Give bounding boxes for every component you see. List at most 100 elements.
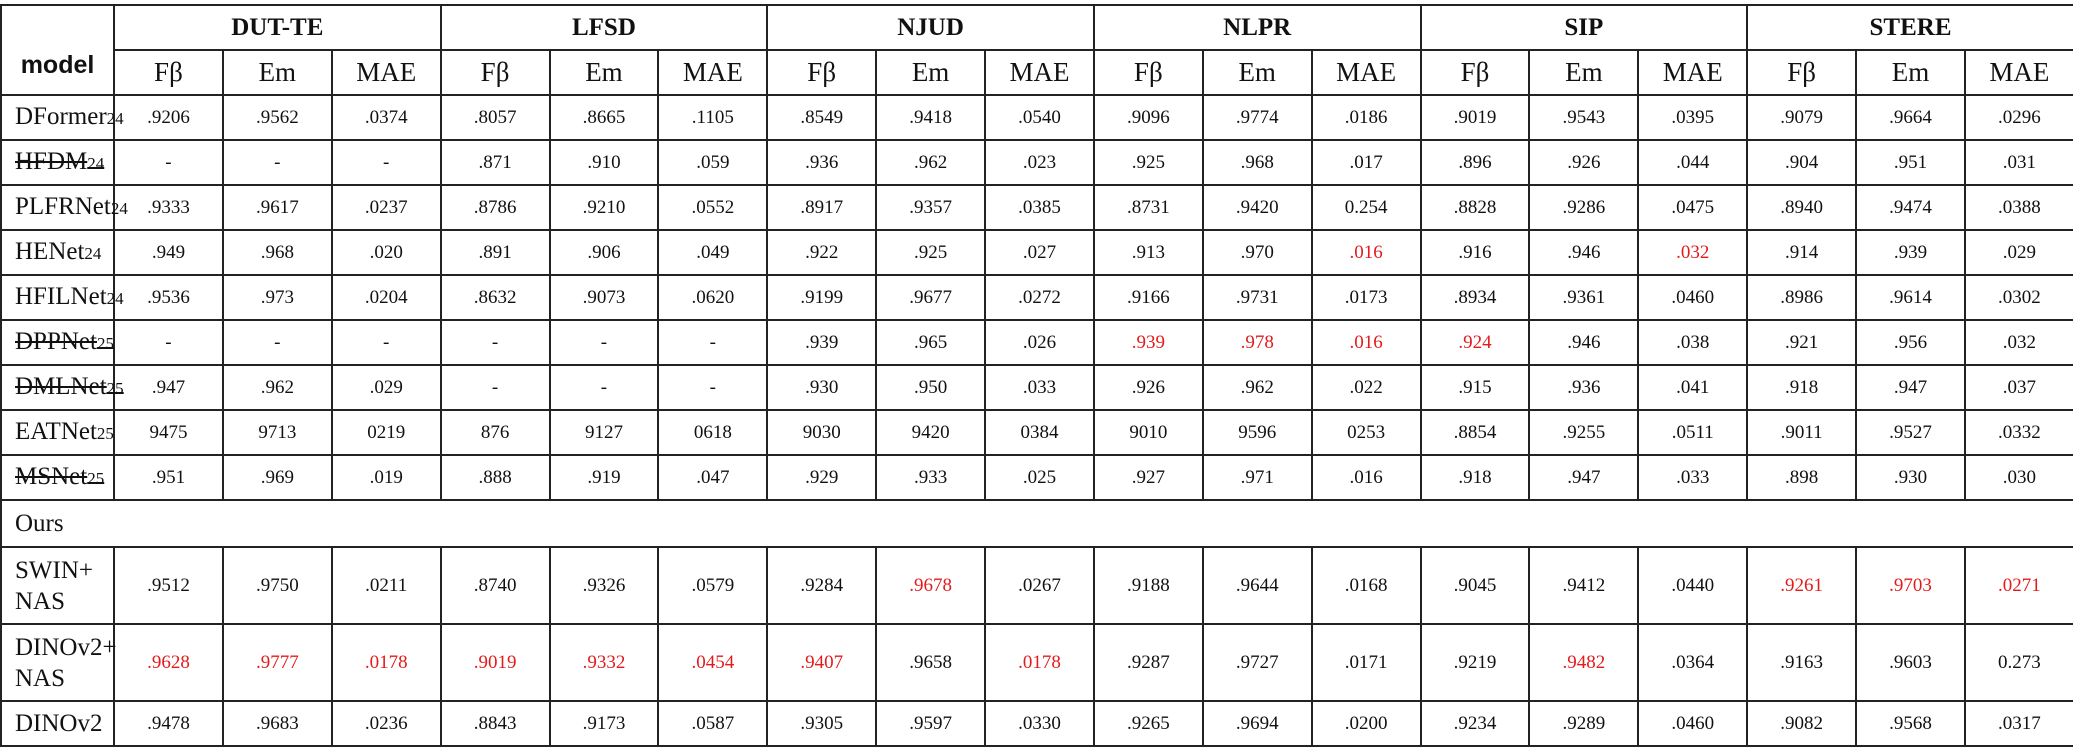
table-cell: .9658 (875, 623, 986, 702)
table-cell: .930 (766, 364, 878, 411)
table-cell: .016 (1310, 454, 1422, 501)
table-cell: .9096 (1092, 94, 1204, 141)
table-cell: .0395 (1637, 94, 1749, 141)
model-name: DINOv2 (0, 700, 115, 747)
table-cell: .9079 (1746, 94, 1858, 141)
table-cell: .9703 (1855, 546, 1966, 625)
table-cell: .951 (113, 454, 224, 501)
metric-header: Em (875, 49, 986, 96)
model-name-text: EATNet (15, 418, 97, 445)
model-year: 25 (106, 379, 124, 398)
table-cell: .9011 (1746, 409, 1858, 456)
model-year: 25 (87, 469, 105, 488)
table-cell: - (657, 364, 769, 411)
table-cell: .913 (1092, 229, 1204, 276)
model-year: 24 (106, 289, 124, 308)
table-row: MSNet25.951.969.019.888.919.047.929.933.… (0, 454, 2073, 501)
table-cell: 0253 (1310, 409, 1422, 456)
model-year: 25 (96, 334, 114, 353)
table-cell: .9543 (1528, 94, 1640, 141)
table-cell: .9287 (1092, 623, 1204, 702)
table-cell: .0317 (1963, 700, 2073, 747)
results-table: model DUT-TE LFSD NJUD NLPR SIP STERE Fβ Em MAE… (0, 4, 2073, 747)
table-cell: 0.273 (1963, 623, 2073, 702)
table-cell: .0296 (1963, 94, 2073, 141)
table-cell: .947 (1855, 364, 1966, 411)
table-cell: .926 (1092, 364, 1204, 411)
dataset-header: DUT-TE (113, 4, 442, 51)
table-cell: .947 (1528, 454, 1640, 501)
metric-header: Em (221, 49, 333, 96)
table-cell: .030 (1963, 454, 2073, 501)
model-name: DMLNet25 (0, 364, 124, 411)
table-cell: .9420 (1201, 184, 1313, 231)
table-cell: .0332 (1963, 409, 2073, 456)
table-cell: 0384 (984, 409, 1095, 456)
table-cell: .8940 (1746, 184, 1858, 231)
model-year: 25 (96, 424, 114, 443)
table-cell: - (113, 139, 224, 186)
table-cell: .020 (330, 229, 442, 276)
table-cell: .027 (984, 229, 1095, 276)
metric-header: MAE (657, 49, 769, 96)
model-name: DFormer24 (0, 94, 124, 141)
table-cell: .891 (439, 229, 551, 276)
table-cell: .9527 (1855, 409, 1966, 456)
table-cell: .9173 (548, 700, 660, 747)
model-name-text: HFILNet (15, 283, 107, 310)
table-cell: .915 (1419, 364, 1531, 411)
table-cell: .922 (766, 229, 878, 276)
table-row: HENet24.949.968.020.891.906.049.922.925.… (0, 229, 2073, 276)
metric-header: MAE (330, 49, 442, 96)
table-cell: .0552 (657, 184, 769, 231)
table-cell: - (221, 139, 333, 186)
table-cell: .049 (657, 229, 769, 276)
table-cell: .904 (1746, 139, 1858, 186)
table-cell: .9478 (113, 700, 224, 747)
table-cell: 9596 (1201, 409, 1313, 456)
table-cell: .9206 (113, 94, 224, 141)
ours-row: Ours (0, 499, 2073, 548)
table-cell: .8057 (439, 94, 551, 141)
table-cell: .973 (221, 274, 333, 321)
dataset-header: NJUD (766, 4, 1095, 51)
metric-header: Em (1528, 49, 1640, 96)
metric-header: Em (1201, 49, 1313, 96)
model-name-line1: DINOv2+ (15, 633, 117, 661)
table-cell: .929 (766, 454, 878, 501)
table-cell: .9731 (1201, 274, 1313, 321)
table-cell: .016 (1310, 229, 1422, 276)
table-cell: .9774 (1201, 94, 1313, 141)
table-row: HFDM24- - - .871.910.059.936.962.023.925.96… (0, 139, 2073, 186)
table-cell: - (439, 319, 551, 366)
table-cell: .910 (548, 139, 660, 186)
table-cell: .926 (1528, 139, 1640, 186)
table-cell: .8740 (439, 546, 551, 625)
table-row: DINOv2+ NAS .9628.9777.0178.9019.9332.0454… (0, 623, 2073, 702)
table-cell: .9750 (221, 546, 333, 625)
table-cell: .0587 (657, 700, 769, 747)
table-cell: .8632 (439, 274, 551, 321)
table-cell: .9045 (1419, 546, 1531, 625)
table-cell: 9420 (875, 409, 986, 456)
table-cell: .906 (548, 229, 660, 276)
table-cell: .0511 (1637, 409, 1749, 456)
table-cell: .936 (1528, 364, 1640, 411)
table-cell: .0236 (330, 700, 442, 747)
model-name: EATNet25 (0, 409, 115, 456)
table-cell: .9568 (1855, 700, 1966, 747)
table-cell: .9418 (875, 94, 986, 141)
table-cell: .914 (1746, 229, 1858, 276)
table-cell: .038 (1637, 319, 1749, 366)
table-cell: - (439, 364, 551, 411)
model-name-text: MSNet (15, 463, 88, 490)
table-cell: .9536 (113, 274, 224, 321)
table-cell: .0440 (1637, 546, 1749, 625)
metric-header: Fβ (1746, 49, 1858, 96)
table-cell: .8934 (1419, 274, 1531, 321)
table-cell: .925 (1092, 139, 1204, 186)
table-cell: .8665 (548, 94, 660, 141)
dataset-header: NLPR (1092, 4, 1422, 51)
table-cell: 9010 (1092, 409, 1204, 456)
table-cell: .019 (330, 454, 442, 501)
